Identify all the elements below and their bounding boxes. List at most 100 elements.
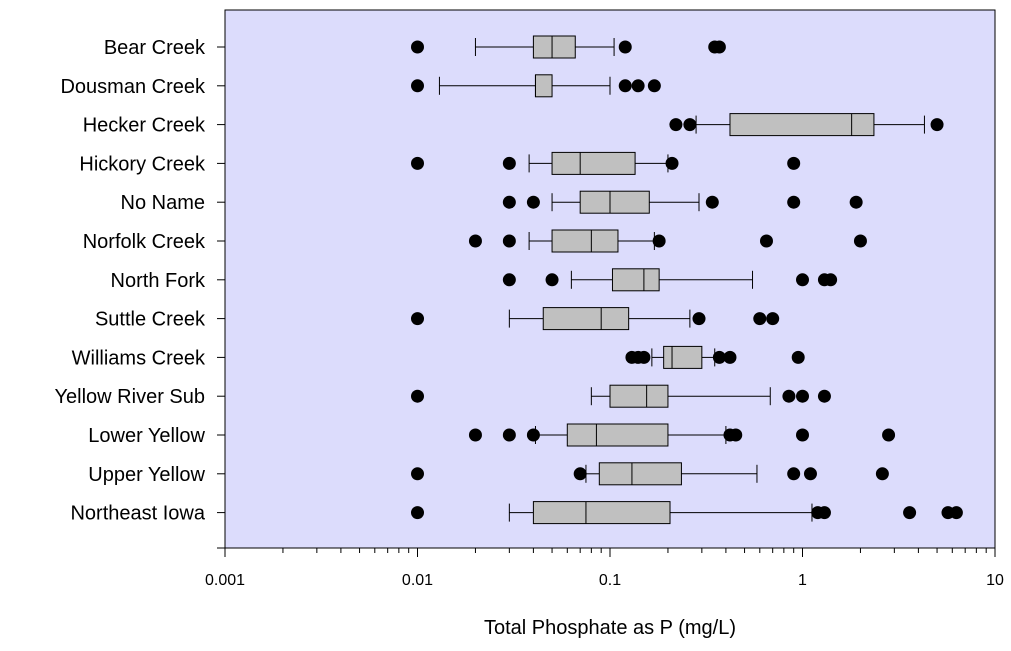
outlier-point [545, 273, 559, 287]
outlier-point [759, 234, 773, 248]
outlier-point [411, 156, 424, 170]
outlier-point [618, 40, 632, 54]
outlier-point [712, 350, 726, 364]
box-group [411, 501, 963, 525]
outlier-point [949, 506, 963, 520]
outlier-point [665, 156, 679, 170]
outlier-point [796, 389, 809, 403]
category-label: Dousman Creek [60, 76, 206, 98]
box [609, 384, 669, 408]
box-group [502, 268, 838, 292]
outlier-point [502, 156, 516, 170]
x-axis-title: Total Phosphate as P (mg/L) [484, 617, 736, 639]
outlier-point [468, 428, 482, 442]
outlier-point [787, 195, 801, 209]
outlier-point [411, 312, 424, 326]
outlier-point [631, 79, 645, 93]
box [542, 307, 630, 331]
outlier-point [796, 273, 809, 287]
box-group [411, 307, 780, 331]
box-group [502, 190, 863, 214]
x-tick-label: 1 [798, 572, 807, 589]
outlier-point [502, 195, 516, 209]
outlier-point [705, 195, 719, 209]
box [579, 190, 650, 214]
outlier-point [791, 350, 805, 364]
category-label: Williams Creek [72, 347, 206, 369]
x-tick-label: 0.1 [599, 572, 621, 589]
outlier-point [817, 506, 831, 520]
outlier-point [787, 156, 801, 170]
box-group [411, 151, 801, 175]
category-labels: Bear Creek Dousman Creek Hecker Creek Hicko… [55, 37, 206, 525]
box-group [625, 345, 805, 369]
outlier-point [903, 506, 917, 520]
box-group [669, 113, 944, 137]
box [534, 74, 553, 98]
x-tick-label: 0.001 [205, 572, 245, 589]
category-label: Lower Yellow [88, 425, 205, 447]
category-label: Bear Creek [104, 37, 206, 59]
category-label: North Fork [111, 270, 206, 292]
outlier-point [875, 467, 889, 481]
box-group [468, 423, 896, 447]
category-label: Upper Yellow [88, 464, 205, 486]
outlier-point [692, 312, 706, 326]
box-group [411, 74, 661, 98]
outlier-point [753, 312, 767, 326]
outlier-point [817, 389, 831, 403]
outlier-point [729, 428, 743, 442]
outlier-point [411, 40, 424, 54]
outlier-point [468, 234, 482, 248]
x-tick-label: 10 [986, 572, 1004, 589]
outlier-point [766, 312, 780, 326]
outlier-point [787, 467, 801, 481]
outlier-point [882, 428, 896, 442]
outlier-point [652, 234, 666, 248]
outlier-point [930, 118, 944, 132]
series-layer [411, 35, 963, 525]
box-group [411, 462, 889, 486]
plot-area [224, 9, 996, 549]
outlier-point [683, 118, 697, 132]
category-label: Hickory Creek [79, 153, 206, 175]
box [663, 345, 703, 369]
outlier-point [411, 79, 424, 93]
box [729, 113, 875, 137]
x-tick-label: 0.01 [402, 572, 433, 589]
outlier-point [411, 506, 424, 520]
outlier-point [853, 234, 867, 248]
category-label: Norfolk Creek [83, 231, 206, 253]
outlier-point [712, 40, 726, 54]
outlier-point [723, 350, 737, 364]
outlier-point [526, 428, 540, 442]
outlier-point [502, 273, 516, 287]
outlier-point [526, 195, 540, 209]
box [532, 35, 576, 59]
outlier-point [824, 273, 838, 287]
category-label: No Name [121, 192, 205, 214]
box-group [468, 229, 867, 253]
outlier-point [849, 195, 863, 209]
box [551, 151, 636, 175]
category-label: Hecker Creek [83, 115, 206, 137]
box-group [411, 35, 726, 59]
category-label: Northeast Iowa [70, 503, 205, 525]
outlier-point [573, 467, 587, 481]
outlier-point [803, 467, 817, 481]
axes: 0.001 0.01 0.1 1 10 [205, 10, 1004, 589]
box-group [411, 384, 831, 408]
outlier-point [637, 350, 651, 364]
outlier-point [618, 79, 632, 93]
box [611, 268, 660, 292]
outlier-point [502, 428, 516, 442]
category-label: Suttle Creek [95, 309, 206, 331]
outlier-point [411, 467, 424, 481]
category-label: Yellow River Sub [55, 386, 205, 408]
outlier-point [796, 428, 809, 442]
outlier-point [782, 389, 796, 403]
box [566, 423, 669, 447]
box [551, 229, 619, 253]
box [532, 501, 671, 525]
